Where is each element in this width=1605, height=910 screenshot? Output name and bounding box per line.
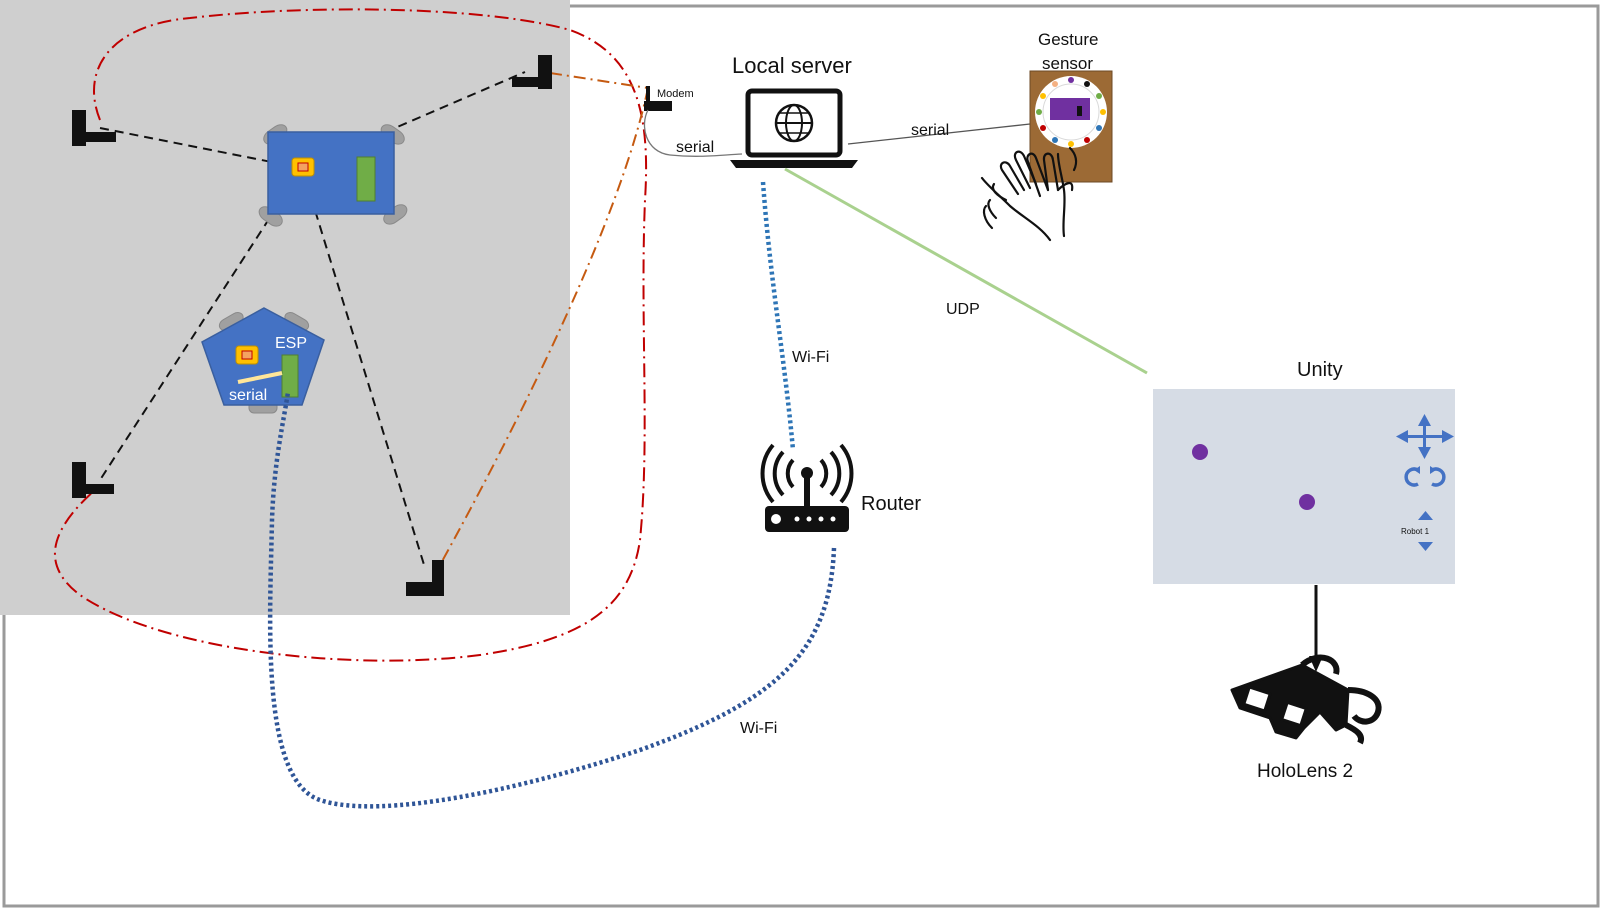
rectangular-robot bbox=[258, 124, 408, 227]
modem-label: Modem bbox=[657, 88, 694, 100]
esp-robot bbox=[201, 307, 325, 414]
robot-selector-label: Robot 1 bbox=[1401, 527, 1430, 536]
hololens-label: HoloLens 2 bbox=[1257, 761, 1353, 782]
3d-glasses-icon bbox=[1230, 654, 1382, 745]
serial-modem-link bbox=[643, 109, 743, 157]
move-arrows-icon[interactable] bbox=[1396, 414, 1454, 459]
orange-link-bottom bbox=[439, 87, 649, 566]
unity-label: Unity bbox=[1297, 359, 1343, 381]
robot-next-icon[interactable] bbox=[1418, 542, 1433, 551]
waving-hand-icon bbox=[980, 146, 1078, 242]
wifi-upper-label: Wi-Fi bbox=[792, 349, 829, 366]
uwb-anchor-icon bbox=[72, 462, 114, 498]
unity-panel bbox=[1153, 389, 1455, 584]
gesture-sensor-label-1: Gesture bbox=[1038, 30, 1098, 49]
udp-link bbox=[784, 167, 1148, 375]
modem-icon bbox=[644, 86, 672, 111]
serial-gesture-link bbox=[847, 123, 1031, 145]
wifi-router-icon bbox=[760, 443, 854, 532]
router-label: Router bbox=[861, 493, 921, 515]
arena-area bbox=[0, 0, 570, 615]
uwb-anchor-icon bbox=[512, 55, 552, 89]
robot-serial-label: serial bbox=[229, 387, 267, 404]
uwb-anchor-icon bbox=[406, 560, 444, 596]
esp-label: ESP bbox=[275, 335, 307, 352]
serial-server-label: serial bbox=[676, 139, 714, 156]
laptop-globe-icon bbox=[730, 88, 858, 168]
orange-link-top bbox=[549, 72, 649, 89]
wifi-link-upper bbox=[760, 181, 796, 451]
rotate-arrows-icon[interactable] bbox=[1404, 467, 1446, 487]
robot-prev-icon[interactable] bbox=[1418, 511, 1433, 520]
udp-label: UDP bbox=[946, 301, 980, 318]
gesture-sensor-board bbox=[1029, 70, 1113, 183]
serial-gesture-label: serial bbox=[911, 122, 949, 139]
wifi-link-lower bbox=[267, 391, 837, 809]
robot-marker bbox=[1299, 494, 1315, 510]
wifi-lower-label: Wi-Fi bbox=[740, 720, 777, 737]
local-server-label: Local server bbox=[732, 53, 852, 78]
uwb-anchor-icon bbox=[72, 110, 116, 146]
robot-marker bbox=[1192, 444, 1208, 460]
gesture-sensor-label-2: sensor bbox=[1042, 54, 1093, 73]
